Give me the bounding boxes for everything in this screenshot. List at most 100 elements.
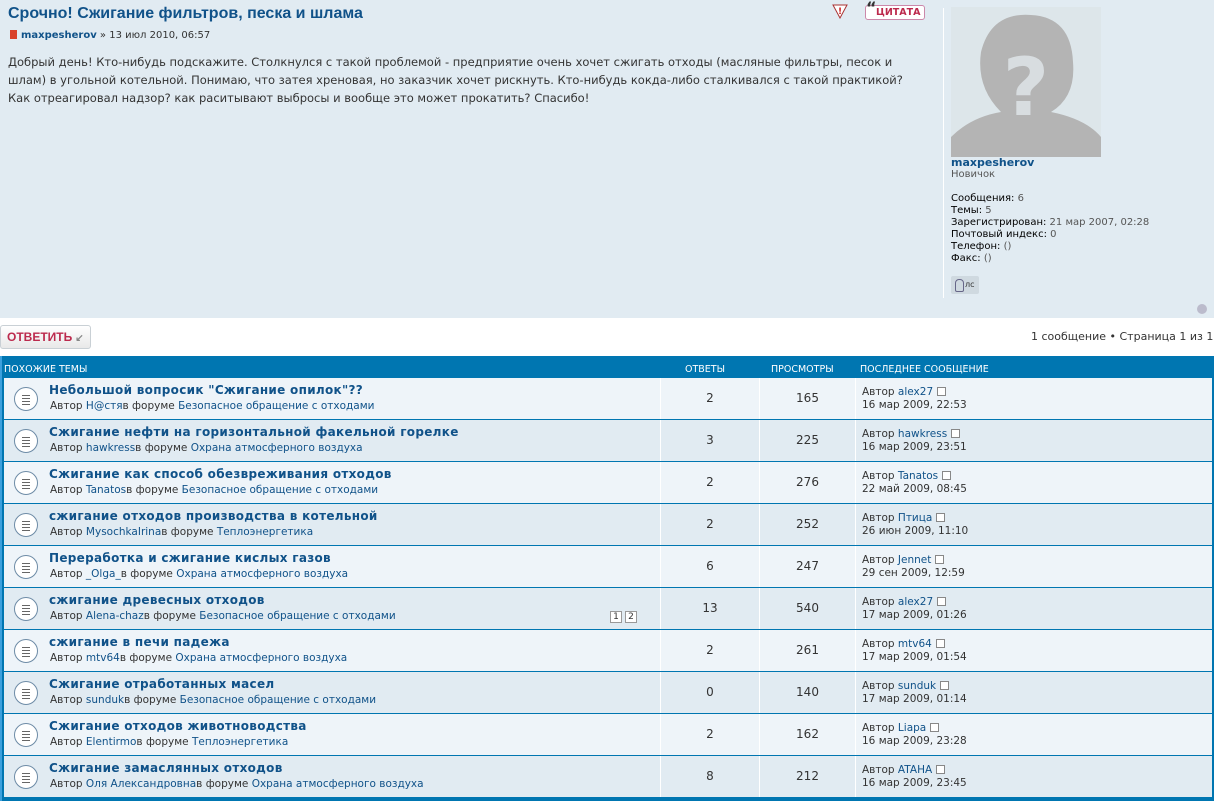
topic-author[interactable]: MysochkaIrina <box>85 526 162 538</box>
last-post-author[interactable]: alex27 <box>897 386 934 398</box>
profile-field: Почтовый индекс: 0 <box>951 229 1057 240</box>
unknown-user-icon: ? <box>951 14 1101 157</box>
last-post-author[interactable]: Tanatos <box>897 470 939 482</box>
topic-forum[interactable]: Теплоэнергетика <box>191 736 289 748</box>
views-count: 540 <box>759 588 855 629</box>
topic-title[interactable]: Сжигание отходов животноводства <box>49 719 307 733</box>
views-count: 261 <box>759 630 855 671</box>
table-row: сжигание отходов производства в котельно… <box>4 504 1212 545</box>
topic-forum[interactable]: Безопасное обращение с отходами <box>178 400 375 412</box>
back-to-top-icon[interactable] <box>1197 304 1207 314</box>
view-latest-post-icon[interactable] <box>935 555 945 564</box>
last-post-author[interactable]: Liapa <box>897 722 927 734</box>
last-post-author[interactable]: Птица <box>897 512 933 524</box>
topic-title[interactable]: Небольшой вопросик "Сжигание опилок"?? <box>49 383 364 397</box>
topic-title[interactable]: сжигание древесных отходов <box>49 593 265 607</box>
profile-field: Телефон: () <box>951 241 1012 252</box>
last-post-author[interactable]: alex27 <box>897 596 934 608</box>
last-post-author[interactable]: mtv64 <box>897 638 932 650</box>
header-topics: ПОХОЖИЕ ТЕМЫ <box>4 364 88 375</box>
view-latest-post-icon[interactable] <box>937 387 947 396</box>
topic-title[interactable]: Переработка и сжигание кислых газов <box>49 551 331 565</box>
reply-button[interactable]: ОТВЕТИТЬ ↙ <box>0 325 91 349</box>
topic-meta: Автор Оля Александровнав форуме Охрана а… <box>50 778 424 790</box>
view-latest-post-icon[interactable] <box>951 429 961 438</box>
replies-count: 3 <box>660 420 759 461</box>
topic-title[interactable]: Сжигание замаслянных отходов <box>49 761 283 775</box>
replies-count: 6 <box>660 546 759 587</box>
pm-button[interactable]: лс <box>951 276 979 294</box>
replies-count: 13 <box>660 588 759 629</box>
topic-title[interactable]: Сжигание как способ обезвреживания отход… <box>49 467 392 481</box>
separator: » <box>96 30 110 41</box>
report-icon[interactable]: ! <box>832 4 848 19</box>
page-link[interactable]: 2 <box>625 611 637 623</box>
view-latest-post-icon[interactable] <box>937 597 947 606</box>
post-title[interactable]: Срочно! Сжигание фильтров, песка и шлама <box>8 5 363 22</box>
topic-meta: Автор Tanatosв форуме Безопасное обращен… <box>50 484 379 496</box>
topic-author[interactable]: Tanatos <box>85 484 127 496</box>
post-icon <box>10 30 17 39</box>
topic-read-icon <box>14 639 38 663</box>
topic-author[interactable]: H@стя <box>85 400 123 412</box>
view-latest-post-icon[interactable] <box>930 723 940 732</box>
topic-read-icon <box>14 723 38 747</box>
view-latest-post-icon[interactable] <box>940 681 950 690</box>
last-post: Автор Tanatos 22 май 2009, 08:45 <box>862 470 967 495</box>
view-latest-post-icon[interactable] <box>935 639 945 648</box>
view-latest-post-icon[interactable] <box>942 471 952 480</box>
topic-author[interactable]: mtv64 <box>85 652 120 664</box>
reply-arrow-icon: ↙ <box>75 333 84 344</box>
topic-forum[interactable]: Безопасное обращение с отходами <box>181 484 379 496</box>
replies-count: 2 <box>660 630 759 671</box>
divider <box>943 8 944 298</box>
topic-title[interactable]: Сжигание нефти на горизонтальной факельн… <box>49 425 459 439</box>
views-count: 252 <box>759 504 855 545</box>
table-row: сжигание в печи падежа Автор mtv64в фору… <box>4 630 1212 671</box>
replies-count: 2 <box>660 378 759 419</box>
post-author[interactable]: maxpesherov <box>21 30 97 41</box>
topic-title[interactable]: сжигание в печи падежа <box>49 635 230 649</box>
topic-author[interactable]: Оля Александровна <box>85 778 197 790</box>
table-row: Сжигание нефти на горизонтальной факельн… <box>4 420 1212 461</box>
views-count: 165 <box>759 378 855 419</box>
views-count: 162 <box>759 714 855 755</box>
topic-forum[interactable]: Безопасное обращение с отходами <box>199 610 396 622</box>
header-views: ПРОСМОТРЫ <box>771 364 834 375</box>
topic-author[interactable]: hawkress <box>85 442 136 454</box>
quote-button[interactable]: ЦИТАТА <box>865 1 926 20</box>
replies-count: 2 <box>660 504 759 545</box>
topic-forum[interactable]: Безопасное обращение с отходами <box>179 694 377 706</box>
topic-title[interactable]: сжигание отходов производства в котельно… <box>49 509 378 523</box>
topic-author[interactable]: _Olga_ <box>85 568 121 580</box>
last-post-author[interactable]: Jennet <box>897 554 932 566</box>
view-latest-post-icon[interactable] <box>936 513 946 522</box>
view-latest-post-icon[interactable] <box>936 765 946 774</box>
last-post-author[interactable]: ATAHA <box>897 764 933 776</box>
topic-forum[interactable]: Охрана атмосферного воздуха <box>190 442 363 454</box>
last-post: Автор Jennet 29 сен 2009, 12:59 <box>862 554 965 579</box>
last-post-author[interactable]: hawkress <box>897 428 948 440</box>
topic-forum[interactable]: Охрана атмосферного воздуха <box>251 778 424 790</box>
replies-count: 2 <box>660 714 759 755</box>
last-post: Автор Liapa 16 мар 2009, 23:28 <box>862 722 967 747</box>
topic-title[interactable]: Сжигание отработанных масел <box>49 677 275 691</box>
profile-field: Факс: () <box>951 253 992 264</box>
page-link[interactable]: 1 <box>610 611 622 623</box>
topic-forum[interactable]: Охрана атмосферного воздуха <box>176 568 349 580</box>
post-content: Добрый день! Кто-нибудь подскажите. Стол… <box>8 55 903 105</box>
profile-field: Темы: 5 <box>951 205 992 216</box>
topic-read-icon <box>14 513 38 537</box>
profile-username[interactable]: maxpesherov <box>951 156 1035 169</box>
post: Срочно! Сжигание фильтров, песка и шлама… <box>0 0 1214 318</box>
topic-forum[interactable]: Охрана атмосферного воздуха <box>175 652 348 664</box>
similar-topics-table: ПОХОЖИЕ ТЕМЫ ОТВЕТЫ ПРОСМОТРЫ ПОСЛЕДНЕЕ … <box>0 356 1214 801</box>
topic-author[interactable]: Elentirmo <box>85 736 137 748</box>
topic-author[interactable]: sunduk <box>85 694 125 706</box>
table-row: Сжигание как способ обезвреживания отход… <box>4 462 1212 503</box>
last-post: Автор alex27 17 мар 2009, 01:26 <box>862 596 967 621</box>
topic-forum[interactable]: Теплоэнергетика <box>216 526 314 538</box>
topic-author[interactable]: Alena-chaz <box>85 610 144 622</box>
last-post-date: 17 мар 2009, 01:14 <box>862 693 967 705</box>
last-post-author[interactable]: sunduk <box>897 680 937 692</box>
